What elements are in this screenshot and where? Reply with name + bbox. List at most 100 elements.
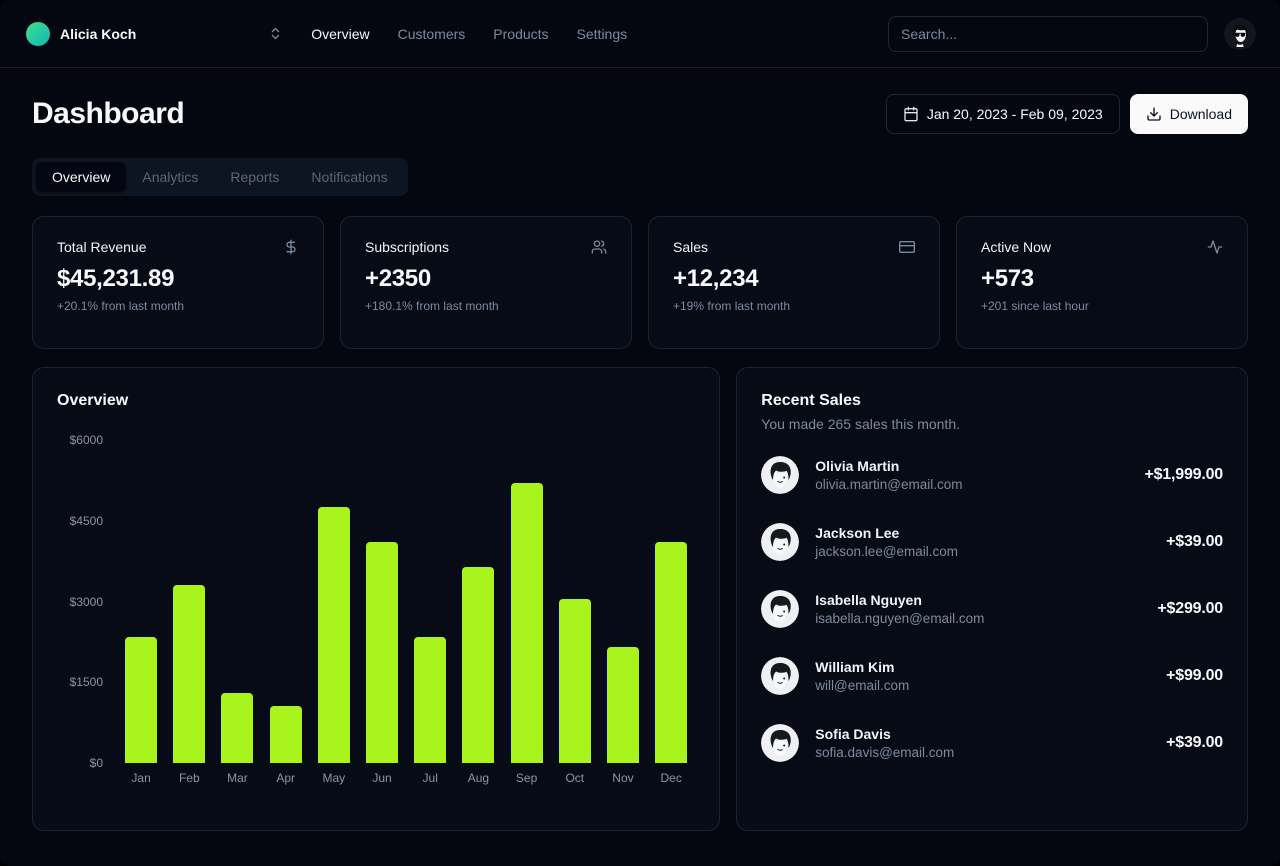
sale-info: Jackson Lee jackson.lee@email.com [815, 525, 958, 559]
sale-row: Isabella Nguyen isabella.nguyen@email.com… [761, 590, 1223, 628]
chart-bar-jan[interactable] [125, 636, 158, 763]
title-actions: Jan 20, 2023 - Feb 09, 2023 Download [885, 94, 1248, 134]
sale-row: Sofia Davis sofia.davis@email.com +$39.00 [761, 724, 1223, 762]
chart-bar-sep[interactable] [510, 483, 543, 763]
sale-row: William Kim will@email.com +$99.00 [761, 657, 1223, 695]
date-range-button[interactable]: Jan 20, 2023 - Feb 09, 2023 [885, 94, 1120, 134]
x-axis-tick: May [322, 771, 346, 785]
x-axis-tick: Jul [422, 771, 438, 785]
x-axis-tick: Apr [276, 771, 295, 785]
customer-name: William Kim [815, 659, 895, 675]
customer-avatar [761, 657, 800, 695]
chart-bar-feb[interactable] [173, 585, 206, 763]
chart-bar-slot [503, 440, 551, 763]
stat-value: $45,231.89 [57, 265, 175, 292]
date-range-label: Jan 20, 2023 - Feb 09, 2023 [926, 106, 1103, 122]
chart-bar-dec[interactable] [655, 542, 688, 763]
customer-avatar [761, 456, 800, 494]
stat-note: +20.1% from last month [57, 299, 185, 313]
nav-link-overview[interactable]: Overview [311, 25, 370, 42]
stat-label: Subscriptions [365, 239, 450, 255]
tab-overview[interactable]: Overview [36, 162, 127, 192]
chart-bar-slot [454, 440, 502, 763]
chart-bar-slot [599, 440, 647, 763]
y-axis-tick: $0 [89, 756, 103, 770]
bar-chart: $6000 $4500 $3000 $1500 $0 Jan Feb Mar Apr May Ju… [57, 433, 695, 785]
x-axis-tick: Mar [227, 771, 248, 785]
stat-card-header: Active Now [981, 239, 1223, 255]
x-axis-tick: Dec [660, 771, 682, 785]
activity-icon [1207, 239, 1223, 255]
sale-info: Sofia Davis sofia.davis@email.com [815, 726, 954, 760]
customer-name: Sofia Davis [815, 726, 891, 742]
download-button[interactable]: Download [1129, 94, 1248, 134]
sale-amount: +$39.00 [1166, 734, 1223, 751]
stat-card-sales: Sales +12,234 +19% from last month [648, 216, 940, 349]
customer-email: sofia.davis@email.com [815, 745, 955, 760]
chart-plot-wrap: Jan Feb Mar Apr May Jun Jul Aug Sep Oct Nov Dec [117, 440, 695, 785]
chart-plot-area [117, 440, 695, 763]
team-switcher[interactable]: Alicia Koch [24, 16, 144, 52]
stat-label: Active Now [981, 239, 1052, 255]
tab-notifications[interactable]: Notifications [311, 169, 388, 185]
y-axis-tick: $4500 [69, 513, 103, 528]
chart-bar-jun[interactable] [366, 542, 399, 763]
chart-bar-nov[interactable] [606, 647, 639, 763]
overview-chart-panel: Overview $6000 $4500 $3000 $1500 $0 Jan Feb Ma… [32, 367, 721, 831]
sale-amount: +$1,999.00 [1144, 466, 1223, 483]
stats-grid: Total Revenue $45,231.89 +20.1% from last … [32, 216, 1248, 349]
tab-reports[interactable]: Reports [230, 169, 280, 185]
bottom-grid: Overview $6000 $4500 $3000 $1500 $0 Jan Feb Ma… [32, 367, 1248, 831]
nav-link-settings[interactable]: Settings [576, 25, 628, 42]
team-logo-avatar [26, 21, 50, 46]
team-name: Alicia Koch [60, 25, 137, 42]
download-label: Download [1169, 106, 1232, 122]
x-axis-tick: Jan [131, 771, 151, 785]
chart-bar-jul[interactable] [414, 636, 447, 763]
customer-name: Olivia Martin [815, 458, 900, 474]
chart-y-axis: $6000 $4500 $3000 $1500 $0 [57, 433, 103, 770]
chart-bar-slot [406, 440, 454, 763]
chart-bar-apr[interactable] [269, 706, 302, 763]
stat-card-header: Total Revenue [57, 239, 299, 255]
download-icon [1146, 106, 1162, 122]
stat-card-header: Subscriptions [365, 239, 607, 255]
chart-bar-oct[interactable] [558, 598, 591, 763]
chart-bar-slot [165, 440, 213, 763]
dollar-icon [283, 239, 299, 255]
tab-analytics[interactable]: Analytics [142, 169, 199, 185]
topnav-right [888, 15, 1256, 52]
customer-email: isabella.nguyen@email.com [815, 611, 985, 626]
main-content: Dashboard Jan 20, 2023 - Feb 09, 2023 Do… [0, 68, 1280, 866]
dashboard-tabs: Overview Analytics Reports Notifications [32, 158, 408, 196]
x-axis-tick: Oct [565, 771, 585, 785]
sale-info: Olivia Martin olivia.martin@email.com [815, 458, 962, 492]
chevrons-up-down-icon[interactable] [268, 26, 283, 41]
chart-bar-slot [117, 440, 165, 763]
customer-avatar [761, 590, 800, 628]
sale-amount: +$99.00 [1166, 667, 1223, 684]
y-axis-tick: $6000 [69, 433, 103, 447]
stat-value: +573 [981, 265, 1034, 292]
sale-row: Jackson Lee jackson.lee@email.com +$39.00 [761, 523, 1223, 561]
y-axis-tick: $3000 [69, 594, 103, 609]
chart-bar-aug[interactable] [462, 566, 495, 763]
chart-x-axis: Jan Feb Mar Apr May Jun Jul Aug Sep Oct Nov Dec [117, 771, 695, 785]
customer-email: will@email.com [815, 678, 910, 693]
x-axis-tick: Aug [467, 771, 490, 785]
search-input[interactable] [888, 15, 1208, 52]
chart-bar-may[interactable] [317, 507, 350, 763]
recent-sales-panel: Recent Sales You made 265 sales this mon… [736, 367, 1248, 831]
nav-link-customers[interactable]: Customers [397, 25, 466, 42]
title-row: Dashboard Jan 20, 2023 - Feb 09, 2023 Do… [32, 94, 1248, 134]
chart-bar-mar[interactable] [221, 693, 254, 763]
top-navigation: Alicia Koch Overview Customers Products Set… [0, 0, 1280, 68]
stat-card-total-revenue: Total Revenue $45,231.89 +20.1% from last … [32, 216, 324, 349]
customer-name: Isabella Nguyen [815, 592, 922, 608]
chart-bar-slot [262, 440, 310, 763]
nav-link-products[interactable]: Products [493, 25, 549, 42]
user-avatar[interactable] [1224, 17, 1256, 50]
recent-sales-list: Olivia Martin olivia.martin@email.com +$1,… [761, 456, 1223, 762]
customer-email: jackson.lee@email.com [815, 544, 959, 559]
